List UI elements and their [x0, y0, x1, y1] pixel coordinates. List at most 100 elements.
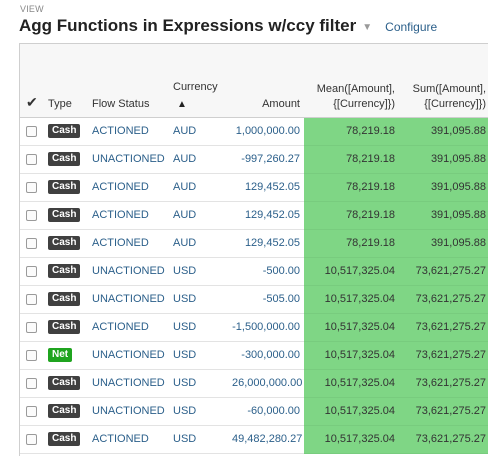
row-checkbox[interactable]: [26, 237, 37, 249]
row-checkbox[interactable]: [26, 377, 37, 389]
currency-cell: USD: [169, 369, 228, 398]
data-grid: ✔ Type Flow Status Currency ▲ Amount Mea…: [19, 43, 488, 456]
currency-cell: USD: [169, 257, 228, 286]
table-row[interactable]: Cash ACTIONED AUD 129,452.05 78,219.18 391,09…: [20, 173, 488, 202]
table-row[interactable]: Net UNACTIONED USD -300,000.00 10,517,325.04…: [20, 341, 488, 370]
row-select-cell: [20, 313, 44, 342]
mean-cell: 10,517,325.04: [304, 425, 399, 454]
table-row[interactable]: Cash ACTIONED AUD 129,452.05 78,219.18 391,09…: [20, 229, 488, 258]
sum-cell: 73,621,275.27: [399, 341, 488, 370]
row-select-cell: [20, 145, 44, 174]
row-checkbox[interactable]: [26, 153, 37, 165]
currency-cell: USD: [169, 397, 228, 426]
row-checkbox[interactable]: [26, 349, 37, 361]
table-row[interactable]: Cash ACTIONED AUD 129,452.05 78,219.18 391,09…: [20, 201, 488, 230]
select-all-header[interactable]: ✔: [20, 44, 44, 118]
column-header-flow-status[interactable]: Flow Status: [88, 44, 169, 118]
type-cell: Net: [44, 341, 88, 370]
sum-cell: 391,095.88: [399, 117, 488, 146]
sum-cell: 73,621,275.27: [399, 285, 488, 314]
row-checkbox[interactable]: [26, 433, 37, 445]
currency-cell: USD: [169, 341, 228, 370]
flow-status-cell: UNACTIONED: [88, 397, 169, 426]
flow-status-cell: ACTIONED: [88, 201, 169, 230]
currency-cell: USD: [169, 285, 228, 314]
row-checkbox[interactable]: [26, 125, 37, 137]
mean-cell: 78,219.18: [304, 229, 399, 258]
flow-status-cell: ACTIONED: [88, 117, 169, 146]
column-header-sum[interactable]: Sum([Amount], {[Currency]}): [399, 44, 488, 118]
type-cell: Cash: [44, 369, 88, 398]
row-select-cell: [20, 341, 44, 370]
checkmark-icon[interactable]: ✔: [26, 93, 38, 110]
amount-cell: -1,500,000.00: [228, 313, 304, 342]
row-checkbox[interactable]: [26, 321, 37, 333]
table-row[interactable]: Cash ACTIONED AUD 1,000,000.00 78,219.18 391,…: [20, 117, 488, 146]
row-select-cell: [20, 173, 44, 202]
amount-cell: 26,000,000.00: [228, 369, 304, 398]
amount-cell: -505.00: [228, 285, 304, 314]
mean-cell: 10,517,325.04: [304, 369, 399, 398]
type-badge: Cash: [48, 124, 81, 138]
type-cell: Cash: [44, 201, 88, 230]
sum-cell: 73,621,275.27: [399, 257, 488, 286]
column-header-sum-line1: Sum([Amount],: [412, 82, 486, 95]
type-badge: Cash: [48, 320, 81, 334]
sum-cell: 391,095.88: [399, 201, 488, 230]
column-header-currency-label: Currency: [173, 80, 218, 93]
row-select-cell: [20, 201, 44, 230]
flow-status-cell: ACTIONED: [88, 425, 169, 454]
amount-cell: 1,000,000.00: [228, 117, 304, 146]
sum-cell: 391,095.88: [399, 145, 488, 174]
type-cell: Cash: [44, 313, 88, 342]
flow-status-cell: UNACTIONED: [88, 369, 169, 398]
column-header-type[interactable]: Type: [44, 44, 88, 118]
mean-cell: 78,219.18: [304, 173, 399, 202]
row-checkbox[interactable]: [26, 405, 37, 417]
type-cell: Cash: [44, 397, 88, 426]
sum-cell: 73,621,275.27: [399, 369, 488, 398]
sort-ascending-icon[interactable]: ▲: [177, 98, 187, 110]
table-row[interactable]: Cash UNACTIONED USD -60,000.00 10,517,325.04…: [20, 397, 488, 426]
currency-cell: AUD: [169, 229, 228, 258]
sum-cell: 73,621,275.27: [399, 313, 488, 342]
table-row[interactable]: Cash UNACTIONED USD -505.00 10,517,325.04 73,…: [20, 285, 488, 314]
title-row: Agg Functions in Expressions w/ccy filte…: [19, 14, 437, 38]
table-row[interactable]: Cash ACTIONED USD -1,500,000.00 10,517,325.0…: [20, 313, 488, 342]
amount-cell: 129,452.05: [228, 201, 304, 230]
row-select-cell: [20, 229, 44, 258]
type-badge: Cash: [48, 376, 81, 390]
sum-cell: 391,095.88: [399, 173, 488, 202]
mean-cell: 10,517,325.04: [304, 313, 399, 342]
column-header-mean[interactable]: Mean([Amount], {[Currency]}): [304, 44, 399, 118]
type-cell: Cash: [44, 285, 88, 314]
currency-cell: AUD: [169, 201, 228, 230]
row-checkbox[interactable]: [26, 265, 37, 277]
flow-status-cell: UNACTIONED: [88, 257, 169, 286]
flow-status-cell: ACTIONED: [88, 229, 169, 258]
amount-cell: -60,000.00: [228, 397, 304, 426]
mean-cell: 78,219.18: [304, 117, 399, 146]
table-row[interactable]: Cash ACTIONED USD 49,482,280.27 10,517,325.0…: [20, 425, 488, 454]
chevron-down-icon[interactable]: ▼: [362, 22, 373, 33]
flow-status-cell: ACTIONED: [88, 173, 169, 202]
sum-cell: 73,621,275.27: [399, 425, 488, 454]
currency-cell: USD: [169, 425, 228, 454]
column-header-mean-line1: Mean([Amount],: [316, 82, 395, 95]
page-title[interactable]: Agg Functions in Expressions w/ccy filte…: [19, 16, 357, 35]
row-select-cell: [20, 285, 44, 314]
type-badge: Cash: [48, 236, 81, 250]
row-checkbox[interactable]: [26, 209, 37, 221]
row-select-cell: [20, 257, 44, 286]
row-checkbox[interactable]: [26, 293, 37, 305]
amount-cell: -997,260.27: [228, 145, 304, 174]
row-checkbox[interactable]: [26, 181, 37, 193]
table-row[interactable]: Cash UNACTIONED AUD -997,260.27 78,219.18 391…: [20, 145, 488, 174]
column-header-amount[interactable]: Amount: [228, 44, 304, 118]
column-header-currency[interactable]: Currency ▲: [169, 44, 228, 118]
configure-link[interactable]: Configure: [385, 20, 438, 34]
table-row[interactable]: Cash UNACTIONED USD 26,000,000.00 10,517,325…: [20, 369, 488, 398]
view-label: VIEW: [20, 4, 44, 14]
currency-cell: AUD: [169, 117, 228, 146]
table-row[interactable]: Cash UNACTIONED USD -500.00 10,517,325.04 73,…: [20, 257, 488, 286]
